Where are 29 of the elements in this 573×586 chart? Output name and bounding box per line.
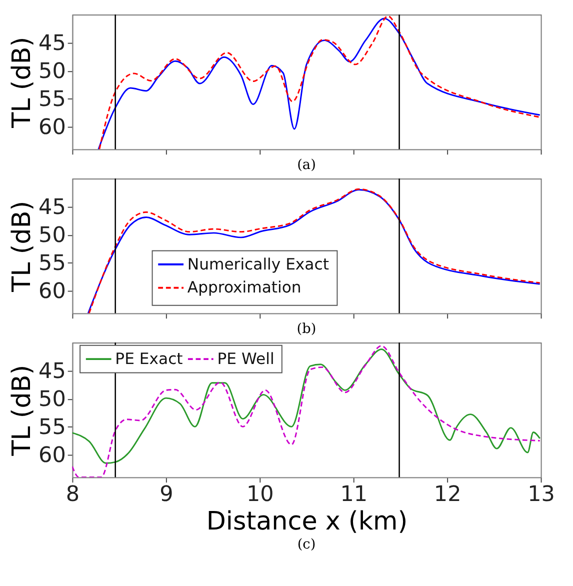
y-tick-label: 45 — [38, 194, 66, 220]
y-tick-label: 55 — [38, 251, 66, 276]
text: (a) — [297, 157, 316, 174]
y-axis-title: TL (dB) — [6, 200, 36, 293]
x-tick-label: 10 — [246, 482, 274, 508]
y-tick-label: 60 — [38, 443, 66, 468]
y-tick-label: 50 — [38, 222, 66, 248]
legend-label: Numerically Exact — [187, 255, 329, 274]
y-tick-label: 45 — [38, 358, 66, 384]
y-tick-label: 50 — [38, 386, 66, 412]
text: (c) — [297, 536, 316, 552]
y-axis-title: TL (dB) — [6, 36, 36, 129]
y-tick-label: 60 — [38, 115, 66, 140]
y-tick-label: 55 — [38, 415, 66, 440]
legend-label: PE Exact — [115, 350, 183, 368]
y-axis-title: TL (dB) — [6, 364, 36, 457]
y-tick-label: 60 — [38, 279, 66, 304]
legend-label: PE Well — [217, 350, 274, 368]
x-tick-label: 9 — [160, 482, 174, 508]
x-tick-label: 11 — [340, 482, 368, 508]
y-tick-label: 45 — [38, 30, 66, 56]
x-tick-label: 8 — [66, 482, 80, 508]
y-tick-label: 50 — [38, 58, 66, 84]
legend-label: Approximation — [187, 278, 302, 297]
x-tick-label: 13 — [528, 482, 555, 508]
x-axis-title: Distance x (km) — [206, 505, 408, 536]
text: (b) — [296, 321, 316, 338]
y-tick-label: 55 — [38, 87, 66, 112]
x-tick-label: 12 — [434, 482, 462, 508]
